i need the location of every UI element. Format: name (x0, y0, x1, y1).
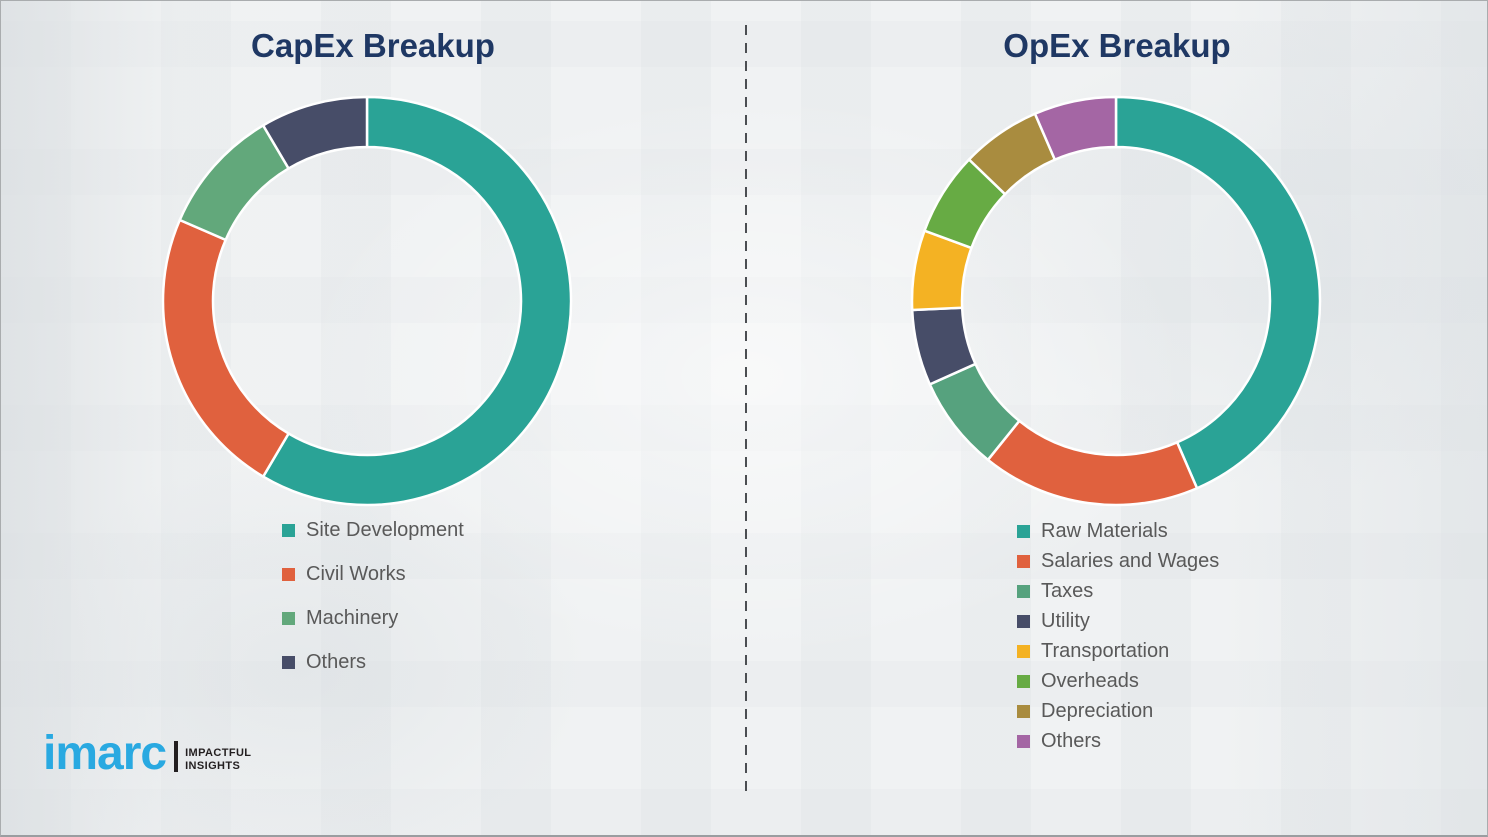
capex-slice-others (261, 95, 369, 170)
legend-swatch-others (1017, 734, 1030, 748)
legend-swatch-salaries-and-wages (1017, 554, 1030, 568)
legend-item-transportation: Transportation (1017, 636, 1219, 666)
legend-swatch-taxes (1017, 584, 1030, 598)
imarc-logo: imarc IMPACTFUL INSIGHTS (43, 727, 251, 780)
legend-item-others: Others (1017, 726, 1219, 756)
legend-swatch-overheads (1017, 674, 1030, 688)
legend-swatch-utility (1017, 614, 1030, 628)
capex-slice-site-development (261, 95, 573, 507)
opex-slice-salaries-and-wages (986, 419, 1199, 507)
legend-item-taxes: Taxes (1017, 576, 1219, 606)
legend-label-transportation: Transportation (1041, 639, 1170, 662)
panel-divider-dashed-line (745, 25, 747, 791)
legend-label-others: Others (306, 650, 367, 673)
legend-swatch-civil-works (282, 567, 295, 581)
imarc-logo-tagline-line1: IMPACTFUL (185, 747, 252, 760)
legend-label-others: Others (1041, 729, 1102, 752)
capex-donut-chart (161, 95, 573, 507)
legend-swatch-others (282, 655, 295, 669)
legend-label-salaries-and-wages: Salaries and Wages (1041, 549, 1220, 572)
legend-item-site-development: Site Development (282, 508, 464, 552)
imarc-logo-tagline-line2: INSIGHTS (185, 759, 241, 772)
legend-item-civil-works: Civil Works (282, 552, 464, 596)
legend-item-raw-materials: Raw Materials (1017, 516, 1219, 546)
imarc-logo-divider-bar (174, 741, 179, 773)
legend-swatch-raw-materials (1017, 524, 1030, 538)
imarc-logo-tagline: IMPACTFUL INSIGHTS (185, 747, 251, 772)
opex-slice-raw-materials (1114, 95, 1322, 490)
legend-item-utility: Utility (1017, 606, 1219, 636)
opex-chart-title: OpEx Breakup (1003, 27, 1231, 64)
legend-swatch-depreciation (1017, 704, 1030, 718)
legend-label-overheads: Overheads (1041, 669, 1139, 692)
legend-item-machinery: Machinery (282, 596, 464, 640)
legend-label-depreciation: Depreciation (1041, 699, 1154, 722)
legend-item-salaries-and-wages: Salaries and Wages (1017, 546, 1219, 576)
legend-item-others: Others (282, 640, 464, 684)
legend-label-machinery: Machinery (306, 606, 399, 629)
capex-chart-title: CapEx Breakup (251, 27, 495, 64)
legend-label-raw-materials: Raw Materials (1041, 519, 1168, 542)
opex-donut-chart (910, 95, 1322, 507)
legend-swatch-machinery (282, 611, 295, 625)
legend-label-civil-works: Civil Works (306, 562, 406, 585)
capex-legend: Site Development Civil Works Machinery Othe… (282, 508, 464, 684)
opex-legend: Raw Materials Salaries and Wages Taxes Util… (1017, 516, 1219, 756)
capex-slice-civil-works (161, 218, 290, 478)
legend-label-site-development: Site Development (306, 518, 464, 541)
legend-label-taxes: Taxes (1041, 579, 1094, 602)
legend-item-overheads: Overheads (1017, 666, 1219, 696)
legend-swatch-transportation (1017, 644, 1030, 658)
legend-item-depreciation: Depreciation (1017, 696, 1219, 726)
imarc-logo-wordmark: imarc (43, 727, 167, 780)
legend-label-utility: Utility (1041, 609, 1090, 632)
legend-swatch-site-development (282, 523, 295, 537)
opex-slice-others (1033, 95, 1118, 161)
